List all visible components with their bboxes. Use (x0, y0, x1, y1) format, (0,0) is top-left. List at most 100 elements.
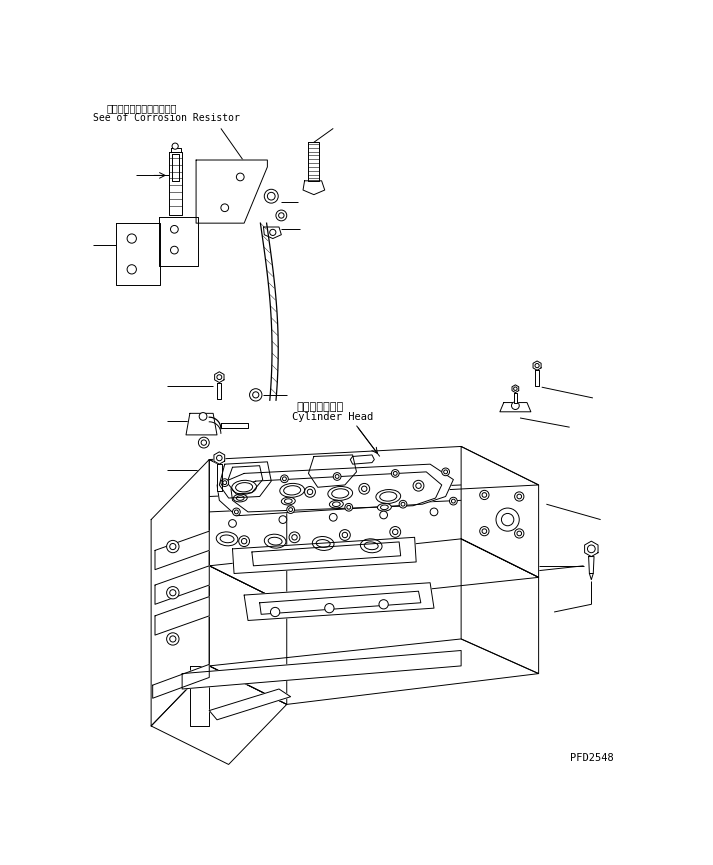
Circle shape (237, 173, 244, 181)
Ellipse shape (332, 502, 340, 507)
Polygon shape (196, 160, 267, 223)
Polygon shape (350, 455, 374, 465)
Ellipse shape (284, 486, 301, 495)
Polygon shape (172, 154, 179, 181)
Polygon shape (155, 566, 209, 605)
Circle shape (333, 472, 341, 480)
Circle shape (342, 532, 347, 538)
Circle shape (199, 413, 207, 420)
Circle shape (287, 506, 294, 514)
Polygon shape (159, 217, 198, 266)
Circle shape (307, 490, 313, 495)
Circle shape (292, 535, 297, 540)
Circle shape (221, 204, 229, 212)
Circle shape (242, 539, 247, 544)
Circle shape (201, 440, 207, 445)
Circle shape (347, 505, 351, 509)
Polygon shape (155, 597, 209, 635)
Polygon shape (116, 223, 160, 285)
Ellipse shape (216, 532, 238, 546)
Polygon shape (151, 666, 287, 765)
Circle shape (170, 590, 176, 596)
Circle shape (391, 470, 399, 477)
Ellipse shape (317, 540, 330, 548)
Polygon shape (303, 181, 324, 195)
Ellipse shape (312, 536, 334, 550)
Circle shape (170, 543, 176, 549)
Circle shape (515, 492, 524, 501)
Ellipse shape (360, 539, 382, 553)
Polygon shape (153, 664, 209, 698)
Polygon shape (217, 382, 221, 400)
Circle shape (280, 475, 288, 483)
Ellipse shape (284, 499, 292, 503)
Polygon shape (512, 385, 519, 393)
Circle shape (359, 484, 369, 494)
Circle shape (221, 479, 229, 486)
Polygon shape (232, 537, 416, 573)
Polygon shape (461, 446, 538, 577)
Polygon shape (231, 472, 442, 512)
Circle shape (413, 480, 424, 491)
Ellipse shape (220, 535, 234, 542)
Text: Cylinder Head: Cylinder Head (292, 413, 374, 422)
Ellipse shape (364, 541, 378, 549)
Circle shape (335, 475, 339, 478)
Circle shape (252, 392, 259, 398)
Polygon shape (227, 465, 262, 494)
Ellipse shape (328, 486, 353, 500)
Circle shape (250, 388, 262, 401)
Circle shape (170, 247, 178, 254)
Polygon shape (214, 452, 225, 465)
Text: PFD2548: PFD2548 (570, 753, 613, 763)
Circle shape (127, 234, 136, 243)
Circle shape (399, 500, 407, 508)
Circle shape (517, 494, 522, 499)
Circle shape (217, 455, 222, 461)
Polygon shape (186, 413, 217, 435)
Ellipse shape (237, 496, 244, 500)
Polygon shape (215, 372, 224, 382)
Circle shape (167, 541, 179, 553)
Circle shape (229, 520, 237, 528)
Text: コロージョンレジスタ参照: コロージョンレジスタ参照 (106, 104, 177, 113)
Circle shape (390, 527, 401, 537)
Circle shape (127, 265, 136, 274)
Ellipse shape (376, 490, 401, 503)
Circle shape (267, 192, 275, 200)
Polygon shape (264, 227, 282, 239)
Circle shape (480, 527, 489, 535)
Ellipse shape (233, 494, 247, 502)
Circle shape (217, 375, 222, 380)
Polygon shape (209, 539, 538, 605)
Polygon shape (217, 465, 453, 516)
Polygon shape (461, 539, 538, 674)
Circle shape (361, 486, 367, 491)
Polygon shape (585, 541, 598, 556)
Circle shape (380, 511, 387, 519)
Polygon shape (252, 542, 401, 566)
Circle shape (379, 599, 389, 609)
Polygon shape (182, 650, 461, 689)
Circle shape (480, 490, 489, 500)
Polygon shape (590, 573, 593, 580)
Circle shape (167, 633, 179, 645)
Circle shape (222, 481, 227, 484)
Circle shape (501, 514, 514, 526)
Polygon shape (589, 556, 594, 573)
Ellipse shape (282, 497, 295, 505)
Circle shape (482, 529, 487, 534)
Circle shape (482, 493, 487, 497)
Ellipse shape (377, 503, 391, 511)
Ellipse shape (279, 484, 304, 497)
Ellipse shape (265, 535, 286, 548)
Polygon shape (309, 455, 356, 487)
Circle shape (329, 514, 337, 521)
Ellipse shape (380, 492, 397, 501)
Circle shape (339, 529, 350, 541)
Polygon shape (209, 459, 287, 605)
Polygon shape (514, 393, 517, 403)
Circle shape (265, 189, 278, 203)
Circle shape (451, 499, 456, 503)
Circle shape (170, 226, 178, 234)
